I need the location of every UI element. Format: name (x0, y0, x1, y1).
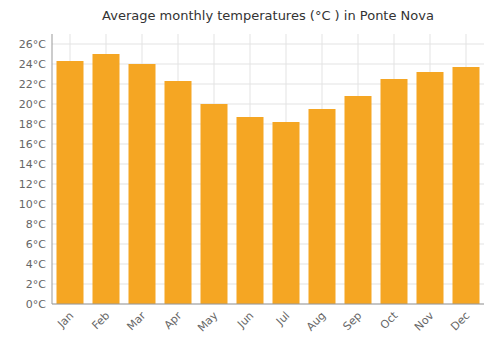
y-grid-line (52, 44, 484, 45)
bar (453, 67, 480, 304)
y-grid-line (52, 304, 484, 305)
bar (165, 81, 192, 304)
bar (129, 64, 156, 304)
y-tick-label: 10°C (19, 198, 46, 211)
y-tick-label: 0°C (26, 298, 46, 311)
bar (93, 54, 120, 304)
bar (345, 96, 372, 304)
x-tick-label: Apr (162, 309, 185, 332)
x-tick-label: Oct (378, 309, 401, 332)
x-tick-label: Mar (124, 309, 148, 333)
x-tick-label: Jul (273, 309, 292, 328)
y-tick-label: 24°C (19, 58, 46, 71)
chart-title: Average monthly temperatures (°C ) in Po… (102, 8, 434, 23)
x-tick-label: May (195, 309, 221, 335)
bar (273, 122, 300, 304)
bars (57, 54, 480, 304)
chart-container: Average monthly temperatures (°C ) in Po… (0, 0, 500, 350)
y-tick-label: 22°C (19, 78, 46, 91)
x-tick-label: Jun (234, 309, 256, 331)
chart-svg: Average monthly temperatures (°C ) in Po… (0, 0, 500, 350)
y-tick-label: 8°C (26, 218, 46, 231)
x-tick-label: Nov (412, 309, 437, 334)
bar (237, 117, 264, 304)
grid (52, 34, 484, 304)
bar (417, 72, 444, 304)
bar (381, 79, 408, 304)
y-tick-label: 16°C (19, 138, 46, 151)
x-tick-label: Dec (448, 309, 472, 333)
x-tick-label: Jan (54, 309, 76, 331)
x-tick-label: Aug (304, 309, 328, 333)
y-tick-label: 14°C (19, 158, 46, 171)
x-axis-line (52, 304, 484, 305)
y-tick-label: 4°C (26, 258, 46, 271)
y-tick-label: 26°C (19, 38, 46, 51)
bar (309, 109, 336, 304)
y-tick-label: 6°C (26, 238, 46, 251)
y-axis-line (52, 34, 53, 304)
bar (57, 61, 84, 304)
x-tick-label: Sep (341, 309, 365, 333)
y-tick-label: 20°C (19, 98, 46, 111)
y-tick-label: 2°C (26, 278, 46, 291)
y-tick-label: 12°C (19, 178, 46, 191)
x-tick-label: Feb (89, 309, 112, 332)
bar (201, 104, 228, 304)
y-tick-label: 18°C (19, 118, 46, 131)
